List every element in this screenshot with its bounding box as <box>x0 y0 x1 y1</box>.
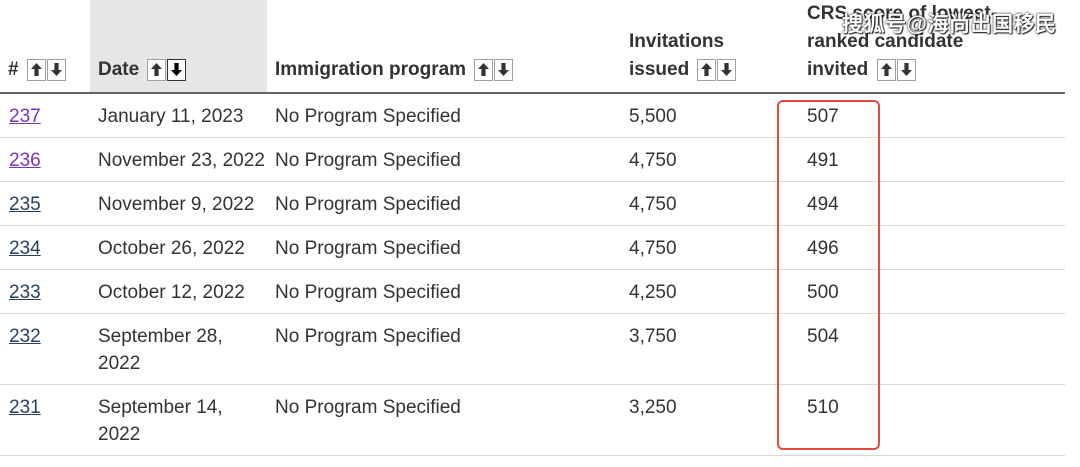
round-number-cell: 231 <box>0 384 90 456</box>
crs-cell: 510 <box>799 384 1065 456</box>
invitations-cell: 4,750 <box>621 137 799 182</box>
table-row: 233 October 12, 2022 No Program Specifie… <box>0 269 1065 314</box>
round-number-cell: 232 <box>0 313 90 385</box>
sort-controls <box>147 58 187 81</box>
arrow-up-icon <box>478 63 490 76</box>
header-program-label: Immigration program <box>275 59 467 80</box>
date-cell: October 12, 2022 <box>90 269 267 314</box>
program-cell: No Program Specified <box>267 313 621 385</box>
sort-invitations-desc-button[interactable] <box>717 58 737 81</box>
table-row: 231 September 14, 2022 No Program Specif… <box>0 384 1065 456</box>
sort-crs-asc-button[interactable] <box>876 58 896 81</box>
express-entry-rounds-table: # Date <box>0 0 1065 456</box>
program-cell: No Program Specified <box>267 384 621 456</box>
date-cell: November 23, 2022 <box>90 137 267 182</box>
round-number-cell: 236 <box>0 137 90 182</box>
round-number-link[interactable]: 235 <box>9 194 41 215</box>
header-number-label: # <box>8 59 19 80</box>
table-row: 235 November 9, 2022 No Program Specifie… <box>0 181 1065 226</box>
round-number-cell: 235 <box>0 181 90 226</box>
header-crs-line3: invited <box>807 59 869 80</box>
arrow-down-icon <box>498 63 510 76</box>
program-cell: No Program Specified <box>267 137 621 182</box>
header-invitations: Invitations issued <box>621 0 799 94</box>
header-program: Immigration program <box>267 0 621 94</box>
round-number-cell: 233 <box>0 269 90 314</box>
round-number-link[interactable]: 236 <box>9 150 41 171</box>
header-crs: CRS score of lowest- ranked candidate in… <box>799 0 1065 94</box>
sort-program-desc-button[interactable] <box>494 58 514 81</box>
round-number-link[interactable]: 234 <box>9 238 41 259</box>
sort-number-asc-button[interactable] <box>26 58 46 81</box>
table-header-row: # Date <box>0 0 1065 94</box>
header-date: Date <box>90 0 267 94</box>
arrow-up-icon <box>151 63 163 76</box>
sort-controls <box>876 58 916 81</box>
watermark: 搜狐号@海尚出国移民 <box>842 13 1057 36</box>
round-number-cell: 237 <box>0 93 90 138</box>
invitations-cell: 4,750 <box>621 181 799 226</box>
arrow-up-icon <box>701 63 713 76</box>
arrow-down-icon <box>721 63 733 76</box>
sort-program-asc-button[interactable] <box>474 58 494 81</box>
round-number-link[interactable]: 231 <box>9 397 41 418</box>
crs-highlight-box <box>777 100 880 450</box>
crs-cell: 504 <box>799 313 1065 385</box>
sort-number-desc-button[interactable] <box>46 58 66 81</box>
header-crs-line1: CRS score of lowest- <box>807 3 998 24</box>
table-row: 236 November 23, 2022 No Program Specifi… <box>0 137 1065 182</box>
table-row: 232 September 28, 2022 No Program Specif… <box>0 313 1065 385</box>
date-cell: October 26, 2022 <box>90 225 267 270</box>
arrow-down-icon <box>900 63 912 76</box>
round-number-cell: 234 <box>0 225 90 270</box>
header-invitations-line2: issued <box>629 59 690 80</box>
arrow-up-icon <box>30 63 42 76</box>
program-cell: No Program Specified <box>267 181 621 226</box>
sort-crs-desc-button[interactable] <box>896 58 916 81</box>
invitations-cell: 3,750 <box>621 313 799 385</box>
sort-controls <box>26 58 66 81</box>
sort-controls <box>697 58 737 81</box>
round-number-link[interactable]: 232 <box>9 326 41 347</box>
header-number: # <box>0 0 90 94</box>
table-row: 237 January 11, 2023 No Program Specifie… <box>0 93 1065 138</box>
crs-cell: 496 <box>799 225 1065 270</box>
sort-controls <box>474 58 514 81</box>
program-cell: No Program Specified <box>267 269 621 314</box>
arrow-up-icon <box>880 63 892 76</box>
invitations-cell: 4,750 <box>621 225 799 270</box>
invitations-cell: 3,250 <box>621 384 799 456</box>
date-cell: November 9, 2022 <box>90 181 267 226</box>
crs-cell: 491 <box>799 137 1065 182</box>
date-cell: September 28, 2022 <box>90 313 267 385</box>
round-number-link[interactable]: 237 <box>9 106 41 127</box>
header-date-label: Date <box>98 59 140 80</box>
table-row: 234 October 26, 2022 No Program Specifie… <box>0 225 1065 270</box>
header-invitations-line1: Invitations <box>629 31 725 52</box>
date-cell: January 11, 2023 <box>90 93 267 138</box>
arrow-down-icon <box>171 63 183 76</box>
header-crs-line2: ranked candidate <box>807 31 964 52</box>
invitations-cell: 5,500 <box>621 93 799 138</box>
sort-invitations-asc-button[interactable] <box>697 58 717 81</box>
arrow-down-icon <box>50 63 62 76</box>
crs-cell: 494 <box>799 181 1065 226</box>
round-number-link[interactable]: 233 <box>9 282 41 303</box>
crs-cell: 500 <box>799 269 1065 314</box>
program-cell: No Program Specified <box>267 225 621 270</box>
program-cell: No Program Specified <box>267 93 621 138</box>
sort-date-desc-button[interactable] <box>167 58 187 81</box>
sort-date-asc-button[interactable] <box>147 58 167 81</box>
date-cell: September 14, 2022 <box>90 384 267 456</box>
invitations-cell: 4,250 <box>621 269 799 314</box>
